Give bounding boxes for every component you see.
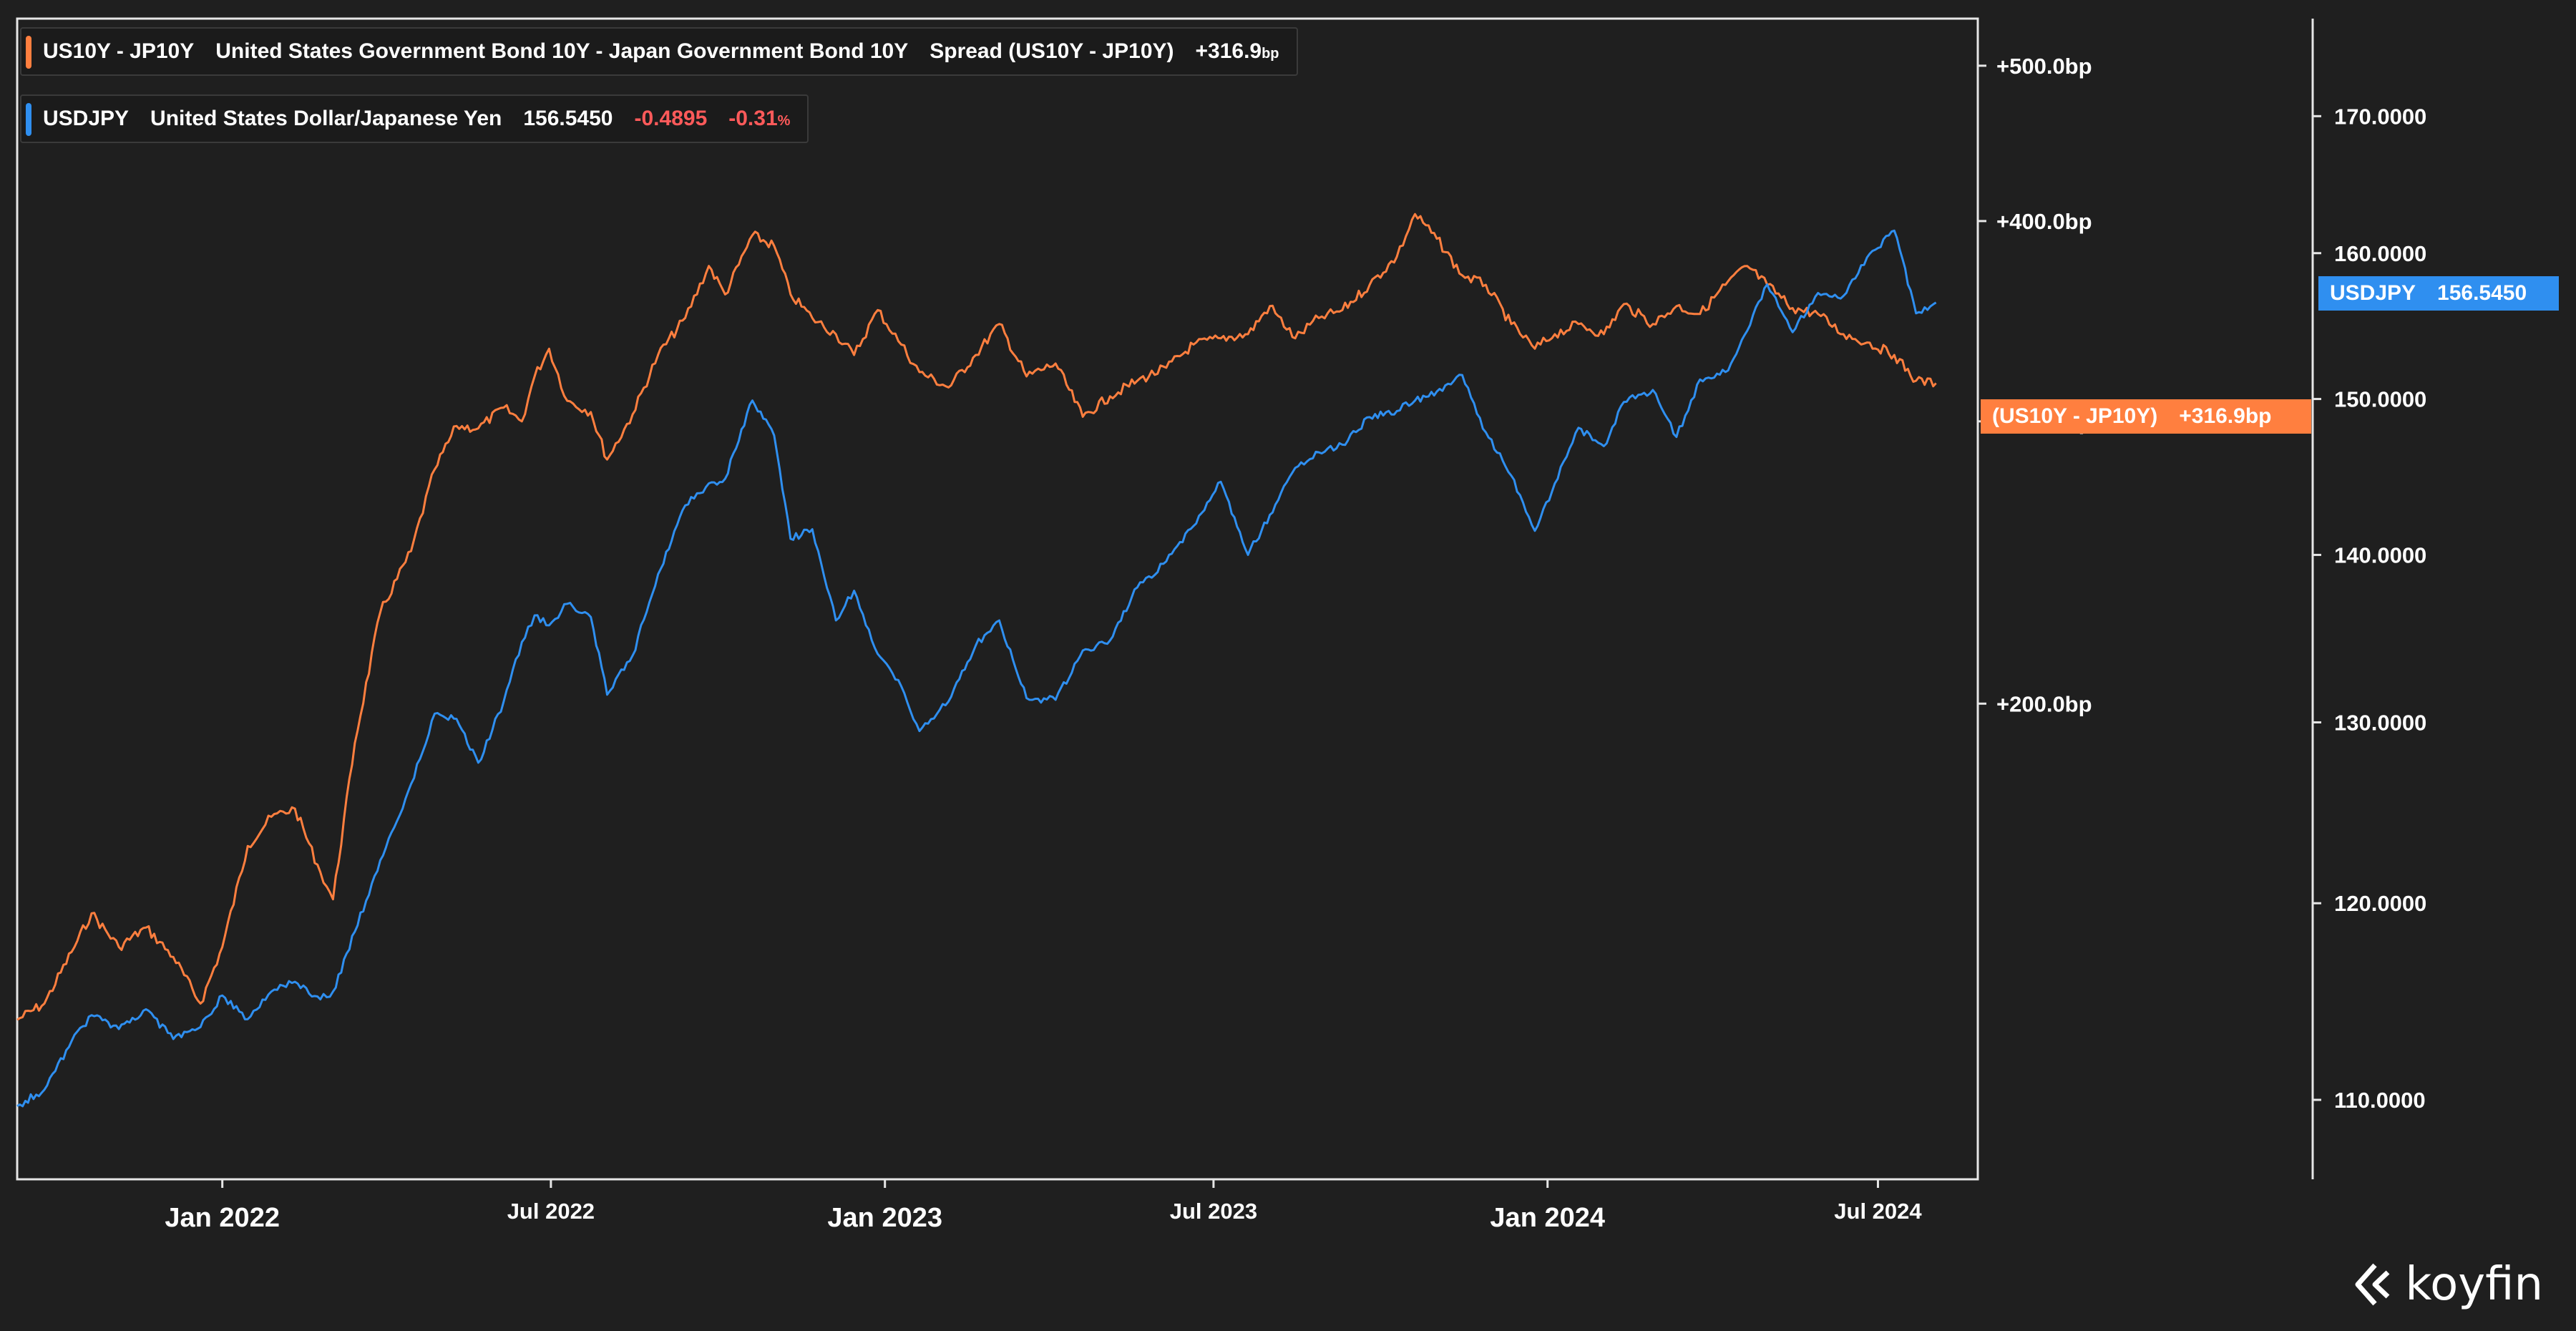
koyfin-logo: koyfin — [2353, 1258, 2543, 1311]
right-tick-label: 160.0000 — [2334, 241, 2426, 266]
tag-usdjpy-name: USDJPY — [2330, 281, 2416, 305]
legend-spread-name: United States Government Bond 10Y - Japa… — [215, 39, 909, 63]
series-line-usdjpy — [16, 229, 1937, 1108]
legend-usdjpy-price: 156.5450 — [523, 107, 613, 130]
series-line-spread — [16, 213, 1937, 1021]
x-axis-ticks: Jan 2022 Jul 2022 Jan 2023 Jul 2023 Jan 2024… — [165, 1179, 1922, 1233]
plot-frame — [16, 17, 1979, 1181]
right-axis-ticks: 170.0000 160.0000 150.0000 140.0000 130.0000… — [2313, 104, 2426, 1113]
tag-usdjpy: USDJPY 156.5450 — [2318, 276, 2559, 311]
series-layer — [16, 213, 1937, 1108]
legend-usdjpy-swatch — [26, 103, 31, 136]
right-tick-label: 110.0000 — [2334, 1088, 2426, 1113]
left-axis-ticks: +500.0bp+400.0bp+300.0bp+200.0bp — [1978, 54, 2092, 716]
koyfin-wordmark: koyfin — [2405, 1258, 2543, 1311]
legend-usdjpy-ticker: USDJPY — [43, 107, 130, 130]
x-tick-label: Jul 2023 — [1170, 1199, 1257, 1224]
legend-spread-ticker: US10Y - JP10Y — [43, 39, 195, 63]
x-tick-label: Jan 2023 — [827, 1203, 942, 1233]
right-tick-label: 150.0000 — [2334, 387, 2426, 412]
left-tick-label: +200.0bp — [1996, 691, 2092, 716]
x-tick-label: Jul 2022 — [507, 1199, 595, 1224]
legend-usdjpy-change: -0.4895 — [634, 107, 708, 130]
x-tick-label: Jan 2022 — [165, 1203, 280, 1233]
right-tick-label: 140.0000 — [2334, 542, 2426, 567]
legend-spread-value: +316.9bp — [1195, 39, 1279, 63]
legend-usdjpy-change-pct: -0.31% — [728, 107, 791, 130]
right-tick-label: 170.0000 — [2334, 104, 2426, 129]
legend-usdjpy-pct-sign: % — [777, 113, 791, 129]
tag-usdjpy-value: 156.5450 — [2437, 281, 2527, 305]
left-tick-label: +500.0bp — [1996, 54, 2092, 79]
x-tick-label: Jul 2024 — [1834, 1199, 1922, 1224]
legend-spread-swatch — [26, 36, 31, 69]
left-tick-label: +400.0bp — [1996, 209, 2092, 234]
legend-spread[interactable]: US10Y - JP10Y United States Government B… — [20, 27, 1298, 76]
tag-spread-name: (US10Y - JP10Y) — [1992, 404, 2158, 428]
legend-spread-unit: bp — [1262, 46, 1279, 62]
tag-spread: (US10Y - JP10Y) +316.9bp — [1981, 399, 2311, 434]
legend-spread-label: Spread (US10Y - JP10Y) — [930, 39, 1174, 63]
tag-spread-value: +316.9bp — [2179, 404, 2272, 428]
right-tick-label: 130.0000 — [2334, 710, 2426, 735]
legend-usdjpy-name: United States Dollar/Japanese Yen — [150, 107, 502, 130]
koyfin-mark-icon — [2355, 1263, 2390, 1306]
x-tick-label: Jan 2024 — [1490, 1203, 1605, 1233]
right-tick-label: 120.0000 — [2334, 891, 2426, 916]
legend-usdjpy[interactable]: USDJPY United States Dollar/Japanese Yen… — [20, 94, 809, 143]
